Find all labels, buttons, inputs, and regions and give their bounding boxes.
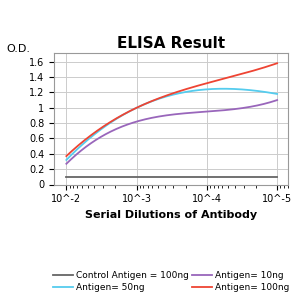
Antigen= 50ng — [190, 89, 194, 93]
Title: ELISA Result: ELISA Result — [117, 36, 225, 51]
Antigen= 100ng — [194, 85, 197, 88]
Antigen= 50ng — [275, 92, 279, 96]
Antigen= 100ng — [256, 68, 259, 71]
Antigen= 10ng — [189, 111, 193, 115]
Control Antigen = 100ng — [195, 175, 199, 178]
Control Antigen = 100ng — [70, 175, 74, 178]
Control Antigen = 100ng — [275, 175, 279, 178]
Text: Serial Dilutions of Antibody: Serial Dilutions of Antibody — [85, 209, 257, 220]
Antigen= 10ng — [65, 161, 69, 165]
Control Antigen = 100ng — [71, 175, 74, 178]
Antigen= 50ng — [243, 88, 247, 92]
Line: Antigen= 10ng: Antigen= 10ng — [66, 100, 277, 164]
Antigen= 100ng — [64, 154, 68, 158]
Control Antigen = 100ng — [244, 175, 247, 178]
Control Antigen = 100ng — [65, 175, 69, 178]
Control Antigen = 100ng — [64, 175, 68, 178]
Antigen= 50ng — [222, 87, 225, 91]
Line: Antigen= 50ng: Antigen= 50ng — [66, 89, 277, 160]
Antigen= 100ng — [242, 71, 246, 75]
Antigen= 100ng — [65, 154, 69, 157]
Antigen= 10ng — [64, 162, 68, 166]
Antigen= 100ng — [190, 85, 194, 89]
Antigen= 50ng — [194, 89, 197, 92]
Antigen= 100ng — [275, 61, 279, 65]
Legend: Control Antigen = 100ng, Antigen= 50ng, Antigen= 10ng, Antigen= 100ng: Control Antigen = 100ng, Antigen= 50ng, … — [53, 271, 289, 292]
Antigen= 50ng — [64, 158, 68, 162]
Antigen= 10ng — [275, 98, 279, 102]
Antigen= 10ng — [190, 111, 194, 115]
Antigen= 10ng — [194, 111, 197, 114]
Antigen= 50ng — [65, 158, 69, 161]
Antigen= 10ng — [256, 103, 259, 107]
Line: Antigen= 100ng: Antigen= 100ng — [66, 63, 277, 156]
Antigen= 10ng — [242, 106, 246, 110]
Antigen= 50ng — [256, 89, 260, 93]
Control Antigen = 100ng — [191, 175, 195, 178]
Text: O.D.: O.D. — [6, 44, 30, 53]
Control Antigen = 100ng — [257, 175, 261, 178]
Antigen= 100ng — [189, 86, 193, 89]
Antigen= 50ng — [189, 89, 193, 93]
Control Antigen = 100ng — [191, 175, 194, 178]
